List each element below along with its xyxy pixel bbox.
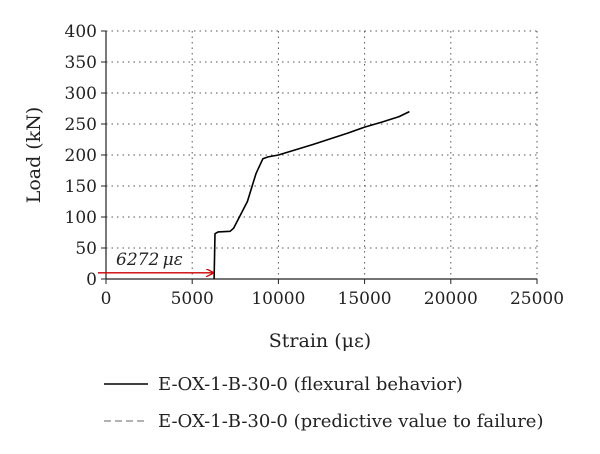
grid — [106, 30, 538, 279]
y-axis-label: Load (kN) — [23, 107, 45, 204]
x-tick-labels: 0 5000 10000 15000 20000 25000 — [101, 289, 564, 309]
y-tick-label: 150 — [65, 177, 97, 197]
x-axis-label: Strain (με) — [269, 330, 371, 352]
y-tick-label: 400 — [65, 22, 97, 42]
x-tick-label: 0 — [101, 289, 112, 309]
y-tick-label: 0 — [86, 270, 97, 290]
y-tick-label: 100 — [65, 208, 97, 228]
axes — [101, 30, 538, 284]
x-tick-label: 25000 — [510, 289, 564, 309]
legend-label-1: E-OX-1-B-30-0 (flexural behavior) — [158, 374, 463, 395]
y-tick-labels: 0 50 100 150 200 250 300 350 400 — [65, 22, 97, 290]
legend-label-2: E-OX-1-B-30-0 (predictive value to failu… — [158, 411, 543, 432]
x-tick-label: 15000 — [338, 289, 392, 309]
y-tick-label: 350 — [65, 53, 97, 73]
x-tick-label: 20000 — [424, 289, 478, 309]
legend: E-OX-1-B-30-0 (flexural behavior) E-OX-1-… — [104, 374, 543, 432]
y-tick-label: 50 — [75, 239, 97, 259]
x-tick-label: 5000 — [171, 289, 214, 309]
x-tick-label: 10000 — [251, 289, 305, 309]
series-line-1 — [213, 110, 410, 280]
y-tick-label: 300 — [65, 84, 97, 104]
annotation-label: 6272 με — [116, 250, 183, 270]
y-tick-label: 200 — [65, 146, 97, 166]
series-lines — [213, 110, 410, 280]
y-tick-label: 250 — [65, 115, 97, 135]
annotation: 6272 με — [98, 250, 213, 273]
